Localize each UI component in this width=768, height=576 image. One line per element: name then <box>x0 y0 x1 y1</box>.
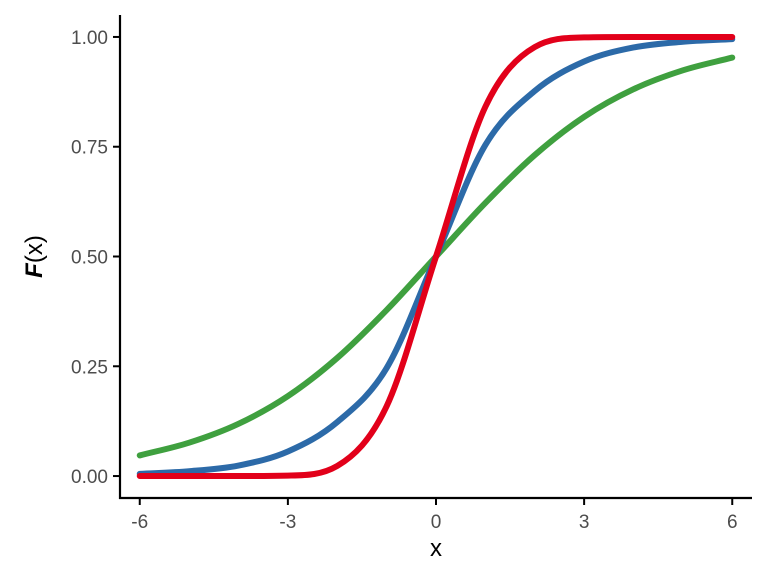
y-axis-ticks: 0.00 0.25 0.50 0.75 1.00 <box>71 28 120 488</box>
chart-curves <box>136 33 736 480</box>
series-line-1 <box>136 33 736 480</box>
y-tick-label: 0.50 <box>71 248 108 269</box>
y-tick-label: 1.00 <box>71 28 108 49</box>
y-tick-label: 0.25 <box>71 357 108 378</box>
x-axis-title: x <box>430 535 442 562</box>
x-tick-label: -6 <box>131 512 148 533</box>
x-tick-label: 3 <box>579 512 590 533</box>
x-axis-ticks: -6 -3 0 3 6 <box>131 498 738 533</box>
y-tick-label: 0.00 <box>71 467 108 488</box>
x-tick-label: 6 <box>727 512 738 533</box>
x-tick-label: -3 <box>279 512 296 533</box>
y-tick-label: 0.75 <box>71 138 108 159</box>
y-axis-title-argument: (x) <box>21 235 48 263</box>
y-axis-title: F(x) <box>21 235 48 278</box>
x-tick-label: 0 <box>431 512 442 533</box>
y-axis-title-symbol: F <box>21 262 48 278</box>
